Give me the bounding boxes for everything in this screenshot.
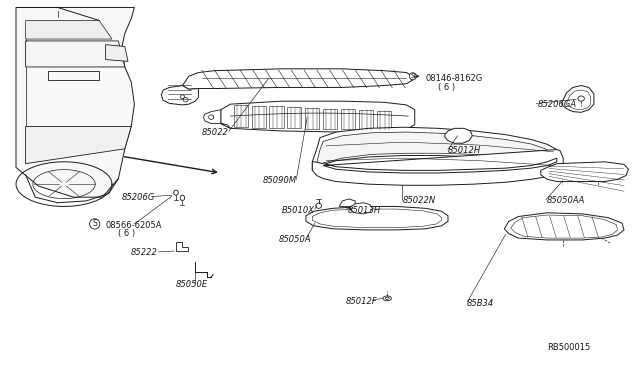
Polygon shape [541, 162, 628, 182]
Polygon shape [312, 127, 557, 170]
Text: 85050AA: 85050AA [547, 196, 586, 205]
Polygon shape [317, 132, 552, 167]
Polygon shape [504, 213, 624, 240]
Text: 85050E: 85050E [176, 280, 208, 289]
Polygon shape [106, 45, 128, 61]
Text: 85B34: 85B34 [467, 299, 495, 308]
Text: 08146-8162G: 08146-8162G [426, 74, 483, 83]
Polygon shape [204, 110, 230, 128]
Text: ( 6 ): ( 6 ) [118, 229, 136, 238]
Text: 85012F: 85012F [346, 297, 378, 306]
Polygon shape [176, 242, 188, 251]
Text: 85222: 85222 [131, 248, 158, 257]
Text: RB500015: RB500015 [547, 343, 591, 352]
Polygon shape [26, 20, 112, 39]
Polygon shape [182, 69, 413, 89]
Polygon shape [221, 101, 415, 132]
Text: 85022N: 85022N [403, 196, 436, 205]
Polygon shape [16, 7, 134, 197]
Text: S: S [411, 73, 415, 79]
Text: 85022: 85022 [202, 128, 228, 137]
Text: S: S [92, 219, 97, 228]
Text: ( 6 ): ( 6 ) [438, 83, 456, 92]
Polygon shape [26, 126, 131, 164]
Polygon shape [562, 86, 594, 112]
Polygon shape [306, 206, 448, 230]
Text: 85206G: 85206G [122, 193, 155, 202]
Polygon shape [445, 128, 472, 143]
Text: B5010X: B5010X [282, 206, 315, 215]
Polygon shape [351, 203, 372, 214]
Text: 85090M: 85090M [262, 176, 296, 185]
Text: 85206GA: 85206GA [538, 100, 577, 109]
Polygon shape [339, 199, 355, 206]
Text: 85050A: 85050A [278, 235, 311, 244]
Polygon shape [26, 41, 125, 67]
Polygon shape [161, 86, 198, 105]
Text: 85012H: 85012H [448, 146, 481, 155]
Polygon shape [312, 150, 563, 185]
Text: 85013H: 85013H [348, 206, 381, 215]
Text: 08566-6205A: 08566-6205A [106, 221, 162, 230]
